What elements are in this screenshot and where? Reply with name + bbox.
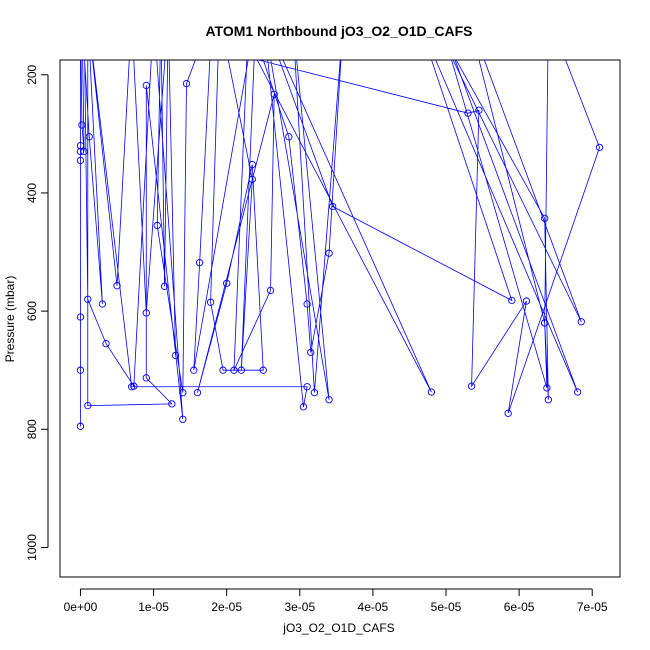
data-point — [142, 309, 150, 317]
data-point — [171, 351, 180, 360]
data-point — [102, 339, 110, 348]
data-point — [475, 106, 483, 114]
data-point — [544, 396, 553, 404]
data-point — [248, 175, 256, 184]
data-point — [206, 298, 215, 306]
data-point — [237, 366, 245, 374]
data-point — [160, 282, 169, 290]
x-tick-label: 4e-05 — [358, 600, 389, 614]
data-point — [153, 221, 161, 230]
data-point — [76, 366, 85, 374]
series-line — [80, 60, 600, 427]
data-point — [76, 156, 85, 165]
data-point — [325, 396, 333, 404]
data-point — [266, 286, 275, 295]
data-point — [543, 384, 551, 392]
data-point — [508, 296, 516, 305]
data-point — [142, 81, 150, 90]
data-point — [270, 90, 278, 98]
y-axis-label: Pressure (mbar) — [3, 276, 17, 363]
data-point — [303, 383, 311, 391]
data-point — [179, 389, 187, 397]
x-tick-label: 7e-05 — [577, 600, 608, 614]
x-tick-label: 6e-05 — [504, 600, 535, 614]
data-point — [259, 366, 267, 374]
y-tick-label: 400 — [25, 183, 39, 203]
data-point — [541, 214, 549, 222]
data-point — [325, 249, 333, 257]
data-point — [285, 133, 293, 141]
x-tick-label: 3e-05 — [284, 600, 315, 614]
data-point — [193, 389, 202, 397]
x-tick-label: 2e-05 — [211, 600, 242, 614]
data-point — [219, 366, 227, 374]
y-axis: 200 400 600 800 1000 — [25, 64, 49, 561]
series-layer — [76, 60, 604, 430]
data-point — [427, 388, 436, 396]
data-point — [78, 121, 86, 129]
data-point — [310, 389, 319, 397]
data-point — [76, 313, 85, 321]
y-tick-label: 1000 — [25, 534, 39, 561]
data-point — [98, 300, 107, 308]
data-point — [299, 403, 308, 411]
x-tick-label: 0e+00 — [64, 600, 98, 614]
data-point — [80, 147, 88, 156]
data-point — [84, 402, 92, 410]
data-point — [85, 133, 93, 141]
data-point — [307, 348, 315, 357]
y-tick-label: 200 — [25, 64, 39, 84]
x-axis-label: jO3_O2_O1D_CAFS — [282, 621, 394, 635]
data-point — [113, 282, 121, 290]
chart-title: ATOM1 Northbound jO3_O2_O1D_CAFS — [205, 23, 472, 39]
data-point — [577, 318, 585, 326]
data-point — [76, 422, 85, 430]
data-point — [190, 366, 198, 374]
x-tick-label: 1e-05 — [138, 600, 169, 614]
data-point — [182, 79, 191, 88]
data-point — [84, 295, 92, 303]
data-point — [223, 279, 231, 287]
data-point — [130, 382, 138, 390]
x-axis: 0e+00 1e-05 2e-05 3e-05 4e-05 5e-05 6e-05 7e-05 — [64, 588, 608, 614]
data-point — [195, 259, 204, 267]
y-tick-label: 600 — [25, 301, 39, 321]
plot-frame — [59, 59, 621, 578]
data-point — [464, 109, 472, 117]
data-point — [541, 319, 549, 327]
data-point — [303, 300, 311, 308]
data-point — [142, 374, 150, 382]
data-point — [76, 142, 85, 150]
data-point — [248, 160, 256, 169]
data-point — [595, 143, 604, 152]
data-point — [168, 400, 176, 408]
data-point — [76, 147, 85, 156]
x-tick-label: 5e-05 — [431, 600, 462, 614]
data-point — [230, 366, 238, 374]
data-point — [467, 382, 476, 390]
data-point — [179, 415, 187, 423]
data-point — [522, 297, 531, 305]
data-point — [329, 202, 337, 211]
data-point — [504, 409, 512, 417]
y-tick-label: 800 — [25, 419, 39, 439]
data-point — [573, 388, 582, 396]
